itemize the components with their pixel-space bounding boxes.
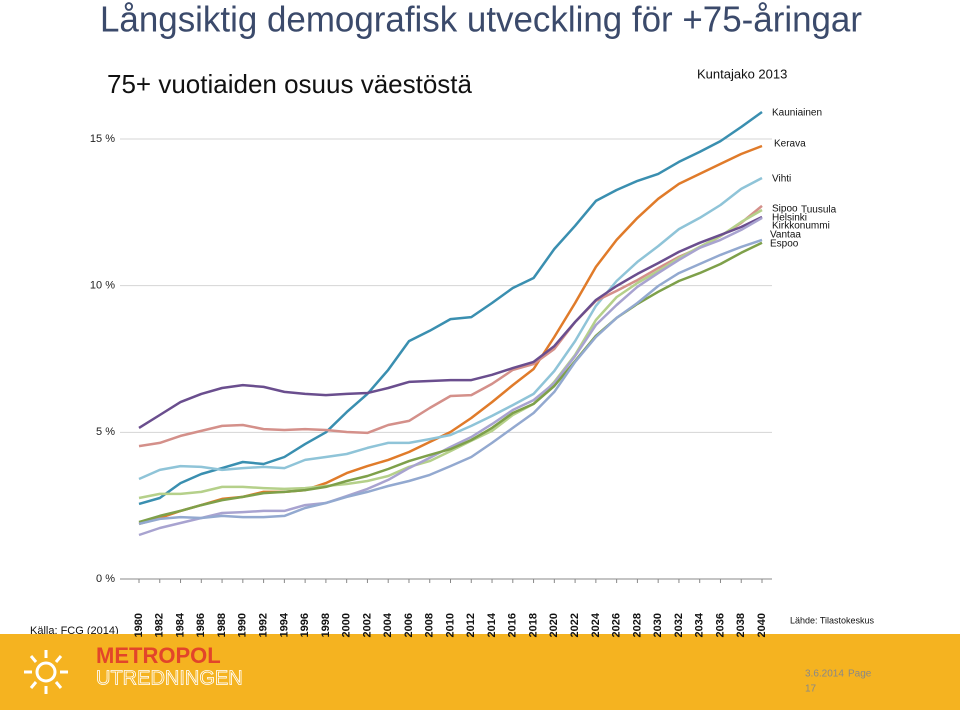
series-line [138, 216, 763, 537]
x-tick-label: 1998 [320, 613, 332, 637]
x-tick-label: 1982 [154, 613, 166, 637]
x-tick-label: 1980 [133, 613, 145, 637]
slide-title: Långsiktig demografisk utveckling för +7… [100, 0, 862, 40]
x-tick-label: 2000 [341, 613, 353, 637]
series-line [138, 241, 763, 524]
y-tick-label: 5 % [96, 426, 115, 438]
series-line [138, 176, 763, 481]
x-tick-label: 2002 [361, 613, 373, 637]
x-tick-label: 2030 [652, 613, 664, 637]
x-tick-label: 2004 [382, 612, 394, 637]
chart-title: 75+ vuotiaiden osuus väestöstä [107, 69, 473, 99]
series-line [138, 208, 763, 500]
footer-page-label: Page [848, 669, 872, 680]
x-tick-label: 2040 [756, 613, 768, 637]
chart-subtitle: Kuntajako 2013 [697, 66, 787, 81]
logo-bottom: UTREDNINGEN [96, 667, 243, 689]
y-tick-label: 10 % [90, 280, 115, 292]
x-tick-label: 1994 [278, 612, 290, 637]
footer-date: 3.6.2014 [805, 669, 844, 680]
x-tick-label: 1986 [195, 613, 207, 637]
legend-label: Espoo [770, 239, 799, 250]
x-tick-label: 1988 [216, 613, 228, 637]
series-line [138, 110, 763, 506]
legend-label: Sipoo [772, 204, 798, 215]
footer-band [0, 634, 960, 710]
x-tick-label: 1996 [299, 613, 311, 637]
x-tick-label: 2028 [631, 613, 643, 637]
x-tick-label: 2006 [403, 613, 415, 637]
y-tick-label: 0 % [96, 573, 115, 585]
x-tick-label: 2038 [735, 613, 747, 637]
series-line [138, 215, 763, 429]
legend-label: Tuusula [801, 205, 837, 216]
x-tick-label: 2016 [507, 613, 519, 637]
legend-label: Vihti [772, 174, 791, 185]
logo-top: METROPOL [96, 643, 221, 668]
x-tick-label: 2034 [694, 612, 706, 637]
legend-label: Vantaa [770, 230, 801, 241]
x-tick-label: 2010 [444, 613, 456, 637]
legend-label: Helsinki [772, 213, 807, 224]
slide-source: Källa: FCG (2014) [30, 625, 119, 637]
x-tick-label: 1990 [237, 613, 249, 637]
x-tick-label: 2020 [548, 613, 560, 637]
legend-label: Kirkkonummi [772, 221, 830, 232]
series-line [138, 204, 763, 448]
legend-label: Kauniainen [772, 108, 822, 119]
x-tick-label: 2026 [611, 613, 623, 637]
logo-icon [24, 650, 68, 694]
x-tick-label: 2032 [673, 613, 685, 637]
legend-label: Kerava [774, 139, 806, 150]
footer-page: 17 [805, 684, 817, 695]
y-tick-label: 15 % [90, 133, 115, 145]
x-tick-label: 2024 [590, 612, 602, 637]
x-tick-label: 2036 [714, 613, 726, 637]
chart-source: Lähde: Tilastokeskus [790, 615, 875, 625]
x-tick-label: 1992 [258, 613, 270, 637]
x-tick-label: 1984 [174, 612, 186, 637]
x-tick-label: 2022 [569, 613, 581, 637]
x-tick-label: 2018 [527, 613, 539, 637]
x-tick-label: 2014 [486, 612, 498, 637]
x-tick-label: 2012 [465, 613, 477, 637]
series-line [138, 238, 763, 526]
x-tick-label: 2008 [424, 613, 436, 637]
